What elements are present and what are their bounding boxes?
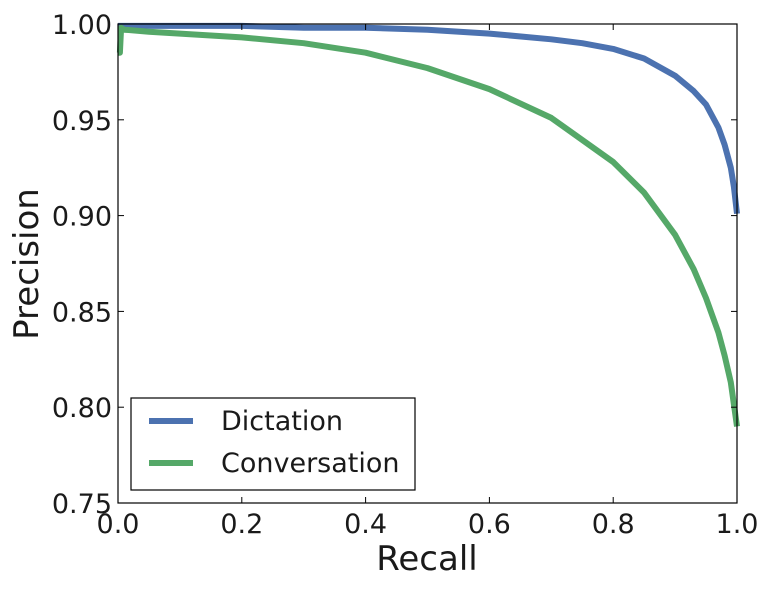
y-tick-label: 0.80 [52, 393, 112, 424]
x-tick-label: 0.6 [468, 509, 511, 540]
legend-box [130, 397, 416, 491]
x-axis-ticks: 0.0 0.2 0.4 0.6 0.8 1.0 [97, 24, 759, 540]
x-axis-label: Recall [376, 539, 477, 579]
y-tick-label: 1.00 [52, 10, 112, 41]
y-axis-ticks: 0.75 0.80 0.85 0.90 0.95 1.00 [52, 10, 737, 520]
series-line-conversation [116, 24, 740, 427]
y-tick-label: 0.95 [52, 106, 112, 137]
series-line-dictation [118, 22, 740, 215]
y-tick-label: 0.90 [52, 202, 112, 233]
x-tick-label: 0.8 [592, 509, 635, 540]
x-tick-label: 0.4 [344, 509, 387, 540]
series-layer [116, 22, 740, 427]
legend: Dictation Conversation [130, 397, 416, 491]
x-tick-label: 0.2 [220, 509, 263, 540]
plot-area-frame [117, 23, 738, 504]
legend-label-conversation: Conversation [221, 448, 400, 479]
x-tick-label: 0.0 [97, 509, 140, 540]
x-tick-label: 1.0 [716, 509, 759, 540]
legend-label-dictation: Dictation [221, 406, 343, 437]
y-tick-label: 0.85 [52, 297, 112, 328]
y-tick-label: 0.75 [52, 489, 112, 520]
y-axis-label: Precision [7, 188, 47, 340]
